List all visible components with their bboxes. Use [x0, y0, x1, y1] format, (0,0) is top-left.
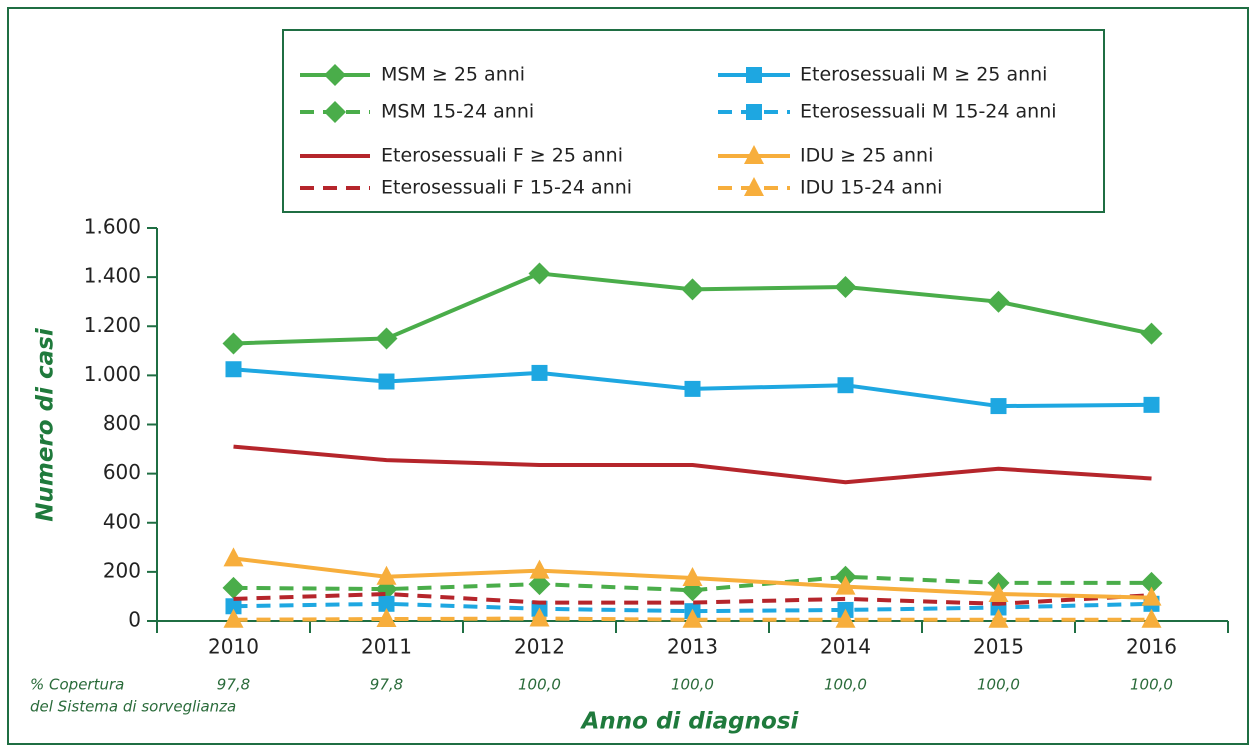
marker [837, 377, 854, 394]
x-tick-label: 2010 [208, 635, 259, 659]
coverage-value: 100,0 [518, 676, 561, 694]
y-tick-label: 600 [103, 460, 141, 484]
marker [222, 576, 245, 599]
marker [529, 559, 550, 579]
x-tick-label: 2011 [361, 635, 412, 659]
legend-label: MSM ≥ 25 anni [381, 64, 525, 86]
legend-label: IDU ≥ 25 anni [800, 145, 933, 167]
coverage-label: % Copertura [30, 676, 124, 694]
marker [223, 547, 244, 567]
marker [1140, 322, 1163, 345]
legend-label: Eterosessuali M ≥ 25 anni [800, 64, 1047, 86]
marker [681, 278, 704, 301]
x-axis-title: Anno di diagnosi [580, 709, 800, 735]
legend-label: MSM 15-24 anni [381, 101, 534, 123]
marker [987, 290, 1010, 313]
y-tick-label: 1.400 [84, 264, 141, 288]
marker [988, 608, 1009, 628]
marker [988, 582, 1009, 602]
series-line [233, 444, 1152, 485]
marker [225, 598, 242, 615]
marker [378, 595, 395, 612]
marker [835, 608, 856, 628]
marker [1141, 586, 1162, 606]
marker [835, 575, 856, 595]
x-tick-label: 2015 [973, 635, 1024, 659]
marker [1143, 396, 1160, 413]
coverage-value: 97,8 [370, 676, 403, 694]
marker [531, 364, 548, 381]
legend-marker [744, 177, 764, 196]
y-axis-title: Numero di casi [33, 327, 59, 522]
y-tick-label: 200 [103, 558, 141, 582]
marker [225, 361, 242, 378]
marker [987, 571, 1010, 594]
marker [990, 398, 1007, 415]
x-tick-label: 2014 [820, 635, 871, 659]
marker [378, 373, 395, 390]
y-tick-label: 800 [103, 411, 141, 435]
x-tick-label: 2016 [1126, 635, 1177, 659]
coverage-value: 100,0 [977, 676, 1020, 694]
coverage-label: del Sistema di sorveglianza [30, 698, 236, 716]
legend-label: Eterosessuali F ≥ 25 anni [381, 145, 623, 167]
marker [682, 608, 703, 628]
marker [1140, 571, 1163, 594]
marker [376, 608, 397, 628]
legend-label: Eterosessuali M 15-24 anni [800, 101, 1057, 123]
legend-marker [746, 67, 762, 83]
marker [529, 607, 550, 627]
marker [223, 608, 244, 628]
coverage-value: 100,0 [671, 676, 714, 694]
legend-box [282, 29, 1105, 213]
series-line [233, 591, 1152, 606]
coverage-value: 97,8 [217, 676, 250, 694]
x-tick-label: 2013 [667, 635, 718, 659]
marker [834, 275, 857, 298]
marker [222, 332, 245, 355]
coverage-value: 100,0 [1130, 676, 1173, 694]
marker [682, 567, 703, 587]
y-tick-label: 1.600 [84, 215, 141, 239]
legend-marker [324, 64, 346, 86]
marker [528, 262, 551, 285]
legend-marker [746, 104, 762, 120]
y-tick-label: 400 [103, 509, 141, 533]
marker [684, 380, 701, 397]
legend-label: Eterosessuali F 15-24 anni [381, 177, 632, 199]
x-tick-label: 2012 [514, 635, 565, 659]
legend-marker [324, 101, 346, 123]
marker [375, 327, 398, 350]
coverage-value: 100,0 [824, 676, 867, 694]
frame [7, 7, 1249, 745]
y-tick-label: 0 [128, 608, 141, 632]
legend-label: IDU 15-24 anni [800, 177, 942, 199]
marker [1141, 608, 1162, 628]
marker [528, 573, 551, 596]
y-tick-label: 1.000 [84, 362, 141, 386]
y-tick-label: 1.200 [84, 313, 141, 337]
legend-marker [744, 145, 764, 164]
marker [376, 565, 397, 585]
